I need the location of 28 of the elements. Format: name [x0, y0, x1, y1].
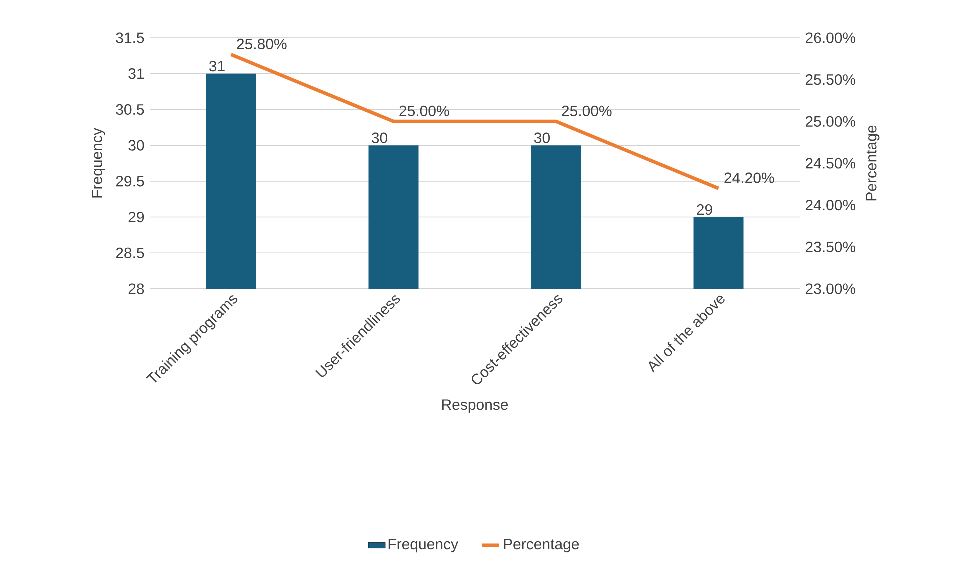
legend-label: Frequency [388, 539, 458, 553]
y2-tick-label: 24.50% [806, 158, 856, 169]
y2-tick-label: 25.00% [806, 116, 856, 127]
data-label: 31 [209, 61, 225, 72]
y-axis-title: Frequency [92, 128, 106, 198]
data-label: 30 [534, 132, 550, 144]
y2-tick-label: 25.50% [806, 74, 856, 86]
y2-axis-title: Percentage [866, 126, 880, 201]
y-tick-label: 30.5 [116, 104, 144, 116]
y-tick-label: 31 [128, 68, 144, 80]
y-tick-label: 30 [128, 140, 144, 151]
data-label: 29 [697, 204, 712, 216]
y-tick-label: 28.5 [116, 248, 144, 258]
y2-tick-label: 23.50% [806, 242, 856, 252]
y2-tick-label: 23.00% [806, 284, 856, 294]
data-label: 25.80% [237, 38, 287, 50]
y2-tick-label: 26.00% [806, 32, 856, 44]
legend-label: Percentage [504, 539, 580, 553]
y-tick-label: 31.5 [116, 32, 144, 44]
x-axis-title: Response [442, 400, 508, 414]
y-tick-label: 28 [128, 284, 144, 294]
y2-tick-label: 24.00% [806, 200, 856, 211]
y-tick-label: 29 [128, 212, 144, 223]
data-label: 24.20% [724, 172, 774, 184]
data-label: 25.00% [562, 106, 612, 116]
y-tick-label: 29.5 [116, 176, 144, 187]
data-label: 30 [372, 132, 388, 144]
data-label: 25.00% [400, 106, 450, 116]
